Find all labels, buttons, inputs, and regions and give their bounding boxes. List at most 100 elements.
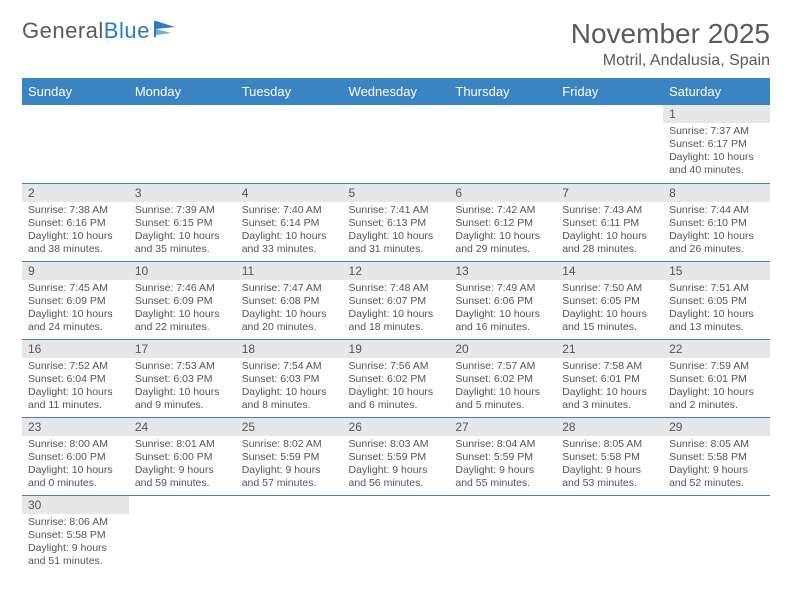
daylight-text: Daylight: 10 hours and 15 minutes.: [562, 308, 657, 334]
calendar-cell: 2Sunrise: 7:38 AMSunset: 6:16 PMDaylight…: [22, 183, 129, 261]
daylight-text: Daylight: 10 hours and 16 minutes.: [455, 308, 550, 334]
page-title: November 2025: [571, 18, 770, 50]
weekday-header: Tuesday: [236, 78, 343, 105]
day-number: 17: [129, 340, 236, 358]
calendar-cell: [556, 495, 663, 573]
sunrise-text: Sunrise: 7:52 AM: [28, 360, 123, 373]
sunrise-text: Sunrise: 7:44 AM: [669, 204, 764, 217]
sunset-text: Sunset: 5:58 PM: [562, 451, 657, 464]
sunrise-text: Sunrise: 7:37 AM: [669, 125, 764, 138]
sunset-text: Sunset: 6:05 PM: [562, 295, 657, 308]
daylight-text: Daylight: 10 hours and 22 minutes.: [135, 308, 230, 334]
day-info: Sunrise: 7:40 AMSunset: 6:14 PMDaylight:…: [236, 202, 343, 261]
calendar-row: 16Sunrise: 7:52 AMSunset: 6:04 PMDayligh…: [22, 339, 770, 417]
day-info: Sunrise: 8:05 AMSunset: 5:58 PMDaylight:…: [663, 436, 770, 495]
day-info: Sunrise: 7:46 AMSunset: 6:09 PMDaylight:…: [129, 280, 236, 339]
day-number: 26: [343, 418, 450, 436]
calendar-cell: 27Sunrise: 8:04 AMSunset: 5:59 PMDayligh…: [449, 417, 556, 495]
day-number: 23: [22, 418, 129, 436]
day-info: Sunrise: 8:06 AMSunset: 5:58 PMDaylight:…: [22, 514, 129, 573]
logo: GeneralBlue: [22, 18, 179, 44]
sunrise-text: Sunrise: 7:42 AM: [455, 204, 550, 217]
sunset-text: Sunset: 6:09 PM: [28, 295, 123, 308]
sunrise-text: Sunrise: 7:48 AM: [349, 282, 444, 295]
sunset-text: Sunset: 6:15 PM: [135, 217, 230, 230]
calendar-cell: 28Sunrise: 8:05 AMSunset: 5:58 PMDayligh…: [556, 417, 663, 495]
sunrise-text: Sunrise: 8:00 AM: [28, 438, 123, 451]
daylight-text: Daylight: 10 hours and 28 minutes.: [562, 230, 657, 256]
weekday-header: Thursday: [449, 78, 556, 105]
day-info: Sunrise: 8:03 AMSunset: 5:59 PMDaylight:…: [343, 436, 450, 495]
calendar-cell: 26Sunrise: 8:03 AMSunset: 5:59 PMDayligh…: [343, 417, 450, 495]
calendar-cell: 11Sunrise: 7:47 AMSunset: 6:08 PMDayligh…: [236, 261, 343, 339]
day-number: 8: [663, 184, 770, 202]
calendar-cell: 23Sunrise: 8:00 AMSunset: 6:00 PMDayligh…: [22, 417, 129, 495]
weekday-header: Monday: [129, 78, 236, 105]
day-number: 13: [449, 262, 556, 280]
weekday-header: Wednesday: [343, 78, 450, 105]
calendar-cell: 25Sunrise: 8:02 AMSunset: 5:59 PMDayligh…: [236, 417, 343, 495]
calendar-cell: 21Sunrise: 7:58 AMSunset: 6:01 PMDayligh…: [556, 339, 663, 417]
calendar-cell: 3Sunrise: 7:39 AMSunset: 6:15 PMDaylight…: [129, 183, 236, 261]
day-number: 2: [22, 184, 129, 202]
calendar-cell: 15Sunrise: 7:51 AMSunset: 6:05 PMDayligh…: [663, 261, 770, 339]
sunrise-text: Sunrise: 7:45 AM: [28, 282, 123, 295]
calendar-cell: 13Sunrise: 7:49 AMSunset: 6:06 PMDayligh…: [449, 261, 556, 339]
daylight-text: Daylight: 10 hours and 3 minutes.: [562, 386, 657, 412]
sunset-text: Sunset: 6:09 PM: [135, 295, 230, 308]
day-number: 5: [343, 184, 450, 202]
daylight-text: Daylight: 10 hours and 29 minutes.: [455, 230, 550, 256]
day-info: Sunrise: 7:54 AMSunset: 6:03 PMDaylight:…: [236, 358, 343, 417]
day-info: Sunrise: 7:44 AMSunset: 6:10 PMDaylight:…: [663, 202, 770, 261]
day-info: Sunrise: 7:42 AMSunset: 6:12 PMDaylight:…: [449, 202, 556, 261]
sunrise-text: Sunrise: 7:50 AM: [562, 282, 657, 295]
day-number: 25: [236, 418, 343, 436]
day-number: 14: [556, 262, 663, 280]
day-number: 22: [663, 340, 770, 358]
sunset-text: Sunset: 6:07 PM: [349, 295, 444, 308]
calendar-cell: 29Sunrise: 8:05 AMSunset: 5:58 PMDayligh…: [663, 417, 770, 495]
sunrise-text: Sunrise: 7:54 AM: [242, 360, 337, 373]
daylight-text: Daylight: 10 hours and 24 minutes.: [28, 308, 123, 334]
day-info: Sunrise: 7:53 AMSunset: 6:03 PMDaylight:…: [129, 358, 236, 417]
day-number: 12: [343, 262, 450, 280]
sunset-text: Sunset: 6:14 PM: [242, 217, 337, 230]
calendar-cell: [236, 105, 343, 183]
calendar-cell: 5Sunrise: 7:41 AMSunset: 6:13 PMDaylight…: [343, 183, 450, 261]
day-number: 19: [343, 340, 450, 358]
daylight-text: Daylight: 10 hours and 8 minutes.: [242, 386, 337, 412]
day-info: Sunrise: 7:37 AMSunset: 6:17 PMDaylight:…: [663, 123, 770, 182]
day-info: Sunrise: 7:38 AMSunset: 6:16 PMDaylight:…: [22, 202, 129, 261]
day-info: Sunrise: 7:56 AMSunset: 6:02 PMDaylight:…: [343, 358, 450, 417]
sunset-text: Sunset: 6:17 PM: [669, 138, 764, 151]
day-number: 24: [129, 418, 236, 436]
calendar-table: Sunday Monday Tuesday Wednesday Thursday…: [22, 78, 770, 573]
calendar-cell: 9Sunrise: 7:45 AMSunset: 6:09 PMDaylight…: [22, 261, 129, 339]
day-number: 27: [449, 418, 556, 436]
day-info: Sunrise: 7:41 AMSunset: 6:13 PMDaylight:…: [343, 202, 450, 261]
calendar-cell: 1Sunrise: 7:37 AMSunset: 6:17 PMDaylight…: [663, 105, 770, 183]
daylight-text: Daylight: 10 hours and 20 minutes.: [242, 308, 337, 334]
weekday-header: Saturday: [663, 78, 770, 105]
calendar-cell: 24Sunrise: 8:01 AMSunset: 6:00 PMDayligh…: [129, 417, 236, 495]
calendar-row: 23Sunrise: 8:00 AMSunset: 6:00 PMDayligh…: [22, 417, 770, 495]
sunset-text: Sunset: 6:12 PM: [455, 217, 550, 230]
day-info: Sunrise: 8:00 AMSunset: 6:00 PMDaylight:…: [22, 436, 129, 495]
calendar-cell: 10Sunrise: 7:46 AMSunset: 6:09 PMDayligh…: [129, 261, 236, 339]
sunrise-text: Sunrise: 8:01 AM: [135, 438, 230, 451]
calendar-cell: 18Sunrise: 7:54 AMSunset: 6:03 PMDayligh…: [236, 339, 343, 417]
sunrise-text: Sunrise: 8:05 AM: [669, 438, 764, 451]
weekday-header-row: Sunday Monday Tuesday Wednesday Thursday…: [22, 78, 770, 105]
calendar-row: 9Sunrise: 7:45 AMSunset: 6:09 PMDaylight…: [22, 261, 770, 339]
daylight-text: Daylight: 10 hours and 26 minutes.: [669, 230, 764, 256]
sunrise-text: Sunrise: 8:04 AM: [455, 438, 550, 451]
day-info: Sunrise: 7:45 AMSunset: 6:09 PMDaylight:…: [22, 280, 129, 339]
day-number: 29: [663, 418, 770, 436]
calendar-cell: 19Sunrise: 7:56 AMSunset: 6:02 PMDayligh…: [343, 339, 450, 417]
sunrise-text: Sunrise: 7:59 AM: [669, 360, 764, 373]
sunrise-text: Sunrise: 7:46 AM: [135, 282, 230, 295]
sunrise-text: Sunrise: 7:58 AM: [562, 360, 657, 373]
sunrise-text: Sunrise: 7:39 AM: [135, 204, 230, 217]
calendar-cell: [449, 105, 556, 183]
sunrise-text: Sunrise: 7:38 AM: [28, 204, 123, 217]
